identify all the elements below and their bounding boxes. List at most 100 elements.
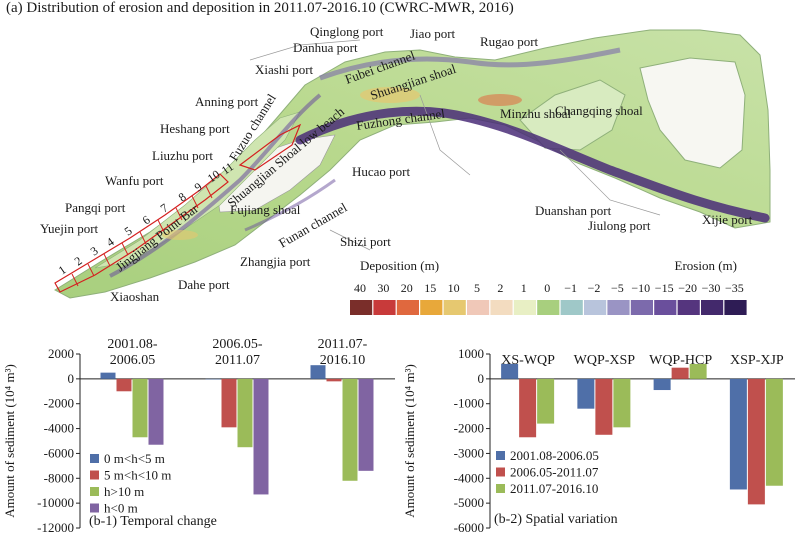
bar-4-3 bbox=[765, 378, 783, 486]
bar-1-3 bbox=[132, 378, 148, 438]
y-tick-label: 0 bbox=[478, 371, 485, 386]
y-tick-label: -3000 bbox=[454, 445, 484, 460]
legend-value: 15 bbox=[424, 281, 436, 295]
y-tick-label: -12000 bbox=[37, 520, 74, 534]
map-label-jiulong-port: Jiulong port bbox=[588, 218, 651, 233]
panel-label: (b-2) Spatial variation bbox=[494, 512, 618, 527]
bar-1-2 bbox=[519, 378, 537, 438]
legend-value: 5 bbox=[474, 281, 480, 295]
legend-swatch bbox=[490, 300, 513, 315]
bar-2-1 bbox=[577, 378, 595, 409]
map-label-heshang-port: Heshang port bbox=[160, 121, 230, 136]
bar-1-1 bbox=[100, 372, 116, 379]
legend-value: −10 bbox=[631, 281, 650, 295]
legend-swatch bbox=[496, 451, 505, 460]
map-label-fujiang-shoal: Fujiang shoal bbox=[230, 202, 301, 217]
category-label: WQP-XSP bbox=[574, 353, 636, 368]
legend-swatch bbox=[443, 300, 466, 315]
bar-3-3 bbox=[342, 378, 358, 481]
bar-2-2 bbox=[221, 378, 237, 428]
legend-value: −5 bbox=[611, 281, 624, 295]
legend-swatch bbox=[350, 300, 373, 315]
map-label-duanshan-port: Duanshan port bbox=[535, 203, 612, 218]
legend-value: −20 bbox=[678, 281, 697, 295]
map-label-wanfu-port: Wanfu port bbox=[105, 173, 164, 188]
legend-deposition-label: Deposition (m) bbox=[360, 258, 439, 273]
legend-value: 40 bbox=[354, 281, 366, 295]
section-number-6: 6 bbox=[140, 213, 153, 228]
y-axis-label: Amount of sediment (10⁴ m³) bbox=[402, 364, 417, 518]
legend-entry: 2006.05-2011.07 bbox=[510, 465, 599, 480]
legend-entry: 0 m<h<5 m bbox=[104, 451, 165, 466]
category-label: 2011.07 bbox=[215, 353, 260, 368]
bar-3-4 bbox=[358, 378, 374, 471]
legend-entry: 2001.08-2006.05 bbox=[510, 448, 599, 463]
bar-3-2 bbox=[326, 378, 342, 382]
bar-2-4 bbox=[253, 378, 269, 495]
legend-value: −30 bbox=[702, 281, 721, 295]
y-tick-label: -2000 bbox=[454, 421, 484, 436]
legend-swatch bbox=[630, 300, 653, 315]
map-color-legend: Deposition (m) Erosion (m)40 30 20 15 10 5 2 1 0−… bbox=[350, 258, 747, 315]
legend-value: 20 bbox=[401, 281, 413, 295]
bar-4-1 bbox=[729, 378, 747, 490]
legend-swatch bbox=[560, 300, 583, 315]
legend-swatch bbox=[90, 470, 99, 480]
erosion-deposition-map: Qinglong port Jiao port Rugao port Danhua p… bbox=[40, 24, 771, 315]
bar-1-4 bbox=[148, 378, 164, 445]
bar-3-1 bbox=[653, 378, 671, 391]
y-tick-label: -4000 bbox=[454, 470, 484, 485]
changqing-shoal-island bbox=[639, 57, 746, 169]
fuzhong-channel bbox=[295, 106, 770, 223]
y-tick-label: -10000 bbox=[37, 495, 74, 510]
map-label-shizi-port: Shizi port bbox=[340, 234, 391, 249]
legend-swatch bbox=[537, 300, 560, 315]
legend-swatch bbox=[496, 467, 505, 477]
legend-swatch bbox=[724, 300, 747, 315]
category-label: 2006.05 bbox=[110, 353, 156, 368]
y-tick-label: 2000 bbox=[48, 346, 74, 361]
funan-channel bbox=[244, 178, 336, 232]
map-label-xiaoshan: Xiaoshan bbox=[110, 289, 160, 304]
fuzuo-channel bbox=[109, 93, 322, 278]
legend-entry: h<0 m bbox=[104, 501, 138, 516]
section-number-5: 5 bbox=[122, 224, 135, 239]
legend-value: 10 bbox=[448, 281, 460, 295]
deposition-patch bbox=[162, 230, 198, 240]
legend-swatch bbox=[90, 503, 99, 513]
category-label: 2011.07- bbox=[318, 337, 368, 352]
bar-1-2 bbox=[116, 378, 132, 392]
map-label-danhua-port: Danhua port bbox=[293, 40, 358, 55]
y-tick-label: 1000 bbox=[458, 346, 484, 361]
legend-swatch bbox=[496, 484, 505, 493]
y-tick-label: -6000 bbox=[454, 520, 484, 534]
legend-entry: 2011.07-2016.10 bbox=[510, 481, 598, 496]
road-lines bbox=[249, 39, 661, 251]
legend-value: 1 bbox=[521, 281, 527, 295]
section-outline bbox=[54, 173, 229, 293]
spatial-variation-bar-chart: Amount of sediment (10⁴ m³) 1000 0 -1000 -20… bbox=[402, 346, 795, 534]
y-axis-label: Amount of sediment (10⁴ m³) bbox=[2, 364, 17, 518]
section-dividers bbox=[71, 185, 213, 287]
section-number-9: 9 bbox=[192, 180, 205, 195]
y-tick-label: -1000 bbox=[454, 396, 484, 411]
deposition-patch bbox=[478, 94, 522, 106]
bar-2-2 bbox=[595, 378, 613, 435]
map-label-xijie-port: Xijie port bbox=[702, 212, 753, 227]
panel-label: (b-1) Temporal change bbox=[89, 514, 217, 529]
section-number-3: 3 bbox=[88, 244, 101, 259]
legend-swatch bbox=[90, 454, 99, 463]
category-label: 2016.10 bbox=[320, 353, 366, 368]
bar-3-2 bbox=[671, 367, 689, 379]
deposition-patch bbox=[360, 87, 420, 103]
legend-swatch bbox=[584, 300, 607, 315]
legend-swatch bbox=[607, 300, 630, 315]
category-label: XS-WQP bbox=[501, 353, 555, 368]
bar-4-2 bbox=[747, 378, 765, 505]
category-label: 2001.08- bbox=[107, 337, 158, 352]
bar-3-3 bbox=[689, 363, 707, 379]
map-label-jiao-port: Jiao port bbox=[410, 26, 456, 41]
y-tick-label: -8000 bbox=[44, 470, 74, 485]
y-tick-label: -6000 bbox=[44, 445, 74, 460]
section-number-2: 2 bbox=[72, 254, 85, 269]
